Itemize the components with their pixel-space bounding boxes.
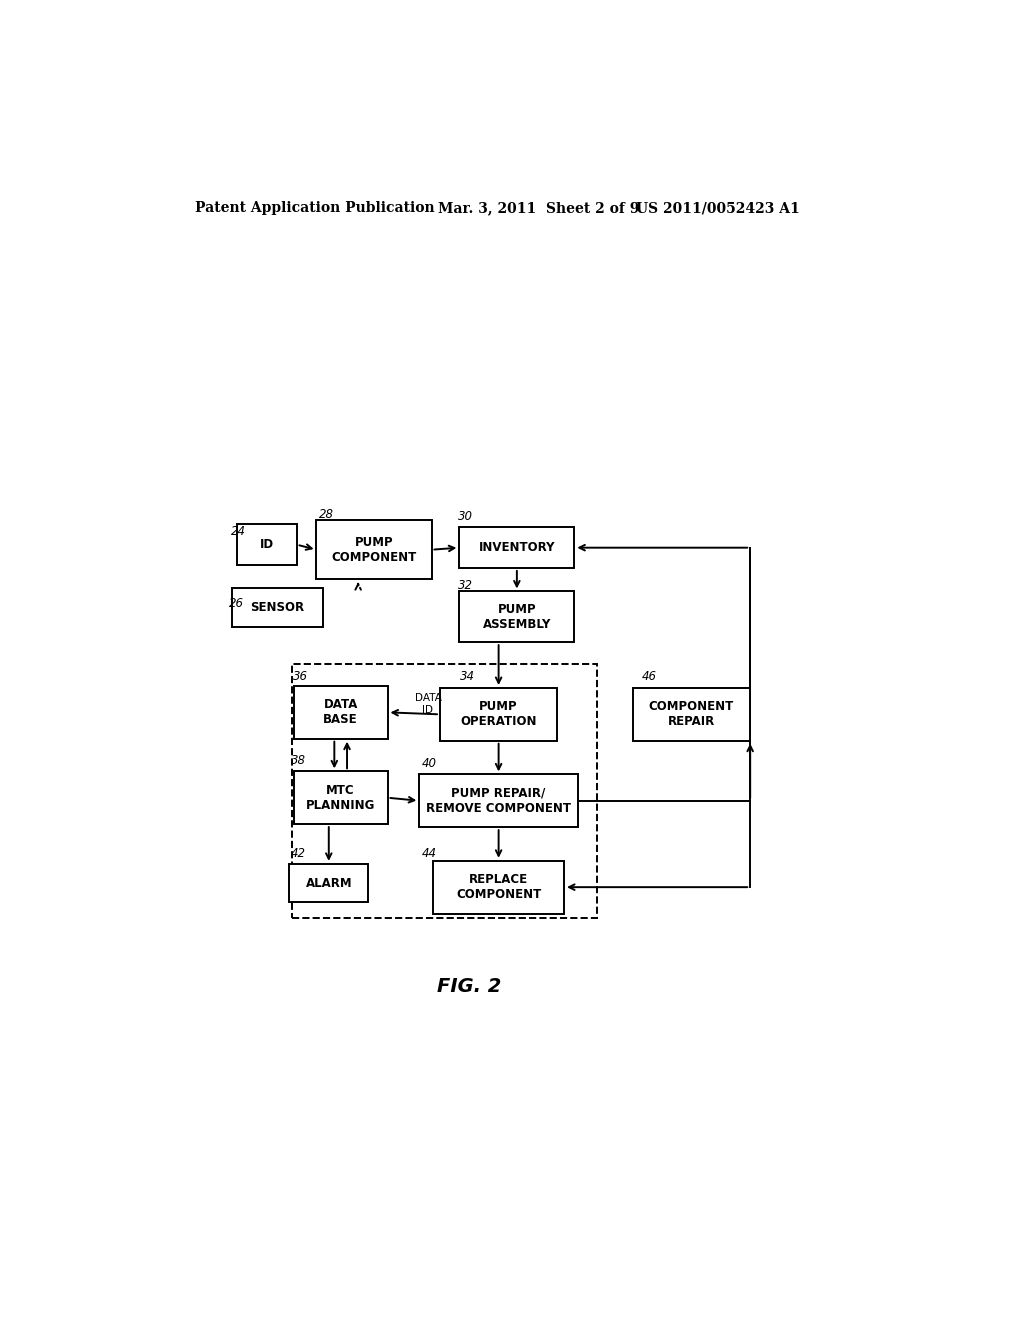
Bar bbox=[289, 863, 369, 903]
Bar bbox=[419, 775, 578, 828]
Text: Patent Application Publication: Patent Application Publication bbox=[196, 201, 435, 215]
Text: PUMP
OPERATION: PUMP OPERATION bbox=[461, 701, 537, 729]
Text: 36: 36 bbox=[293, 671, 308, 684]
Text: ALARM: ALARM bbox=[305, 876, 352, 890]
Text: INVENTORY: INVENTORY bbox=[478, 541, 555, 554]
Text: PUMP REPAIR/
REMOVE COMPONENT: PUMP REPAIR/ REMOVE COMPONENT bbox=[426, 787, 571, 814]
Text: 24: 24 bbox=[231, 525, 246, 539]
Text: COMPONENT
REPAIR: COMPONENT REPAIR bbox=[649, 701, 734, 729]
Bar bbox=[238, 524, 297, 565]
Text: 26: 26 bbox=[228, 597, 244, 610]
Text: 30: 30 bbox=[458, 510, 473, 523]
Text: 44: 44 bbox=[422, 847, 436, 861]
Text: Mar. 3, 2011  Sheet 2 of 9: Mar. 3, 2011 Sheet 2 of 9 bbox=[437, 201, 639, 215]
Bar bbox=[433, 861, 564, 913]
Text: REPLACE
COMPONENT: REPLACE COMPONENT bbox=[456, 873, 542, 902]
Bar bbox=[294, 771, 387, 824]
Text: 28: 28 bbox=[318, 508, 334, 520]
Text: FIG. 2: FIG. 2 bbox=[437, 977, 502, 997]
Text: 46: 46 bbox=[642, 671, 657, 684]
Bar bbox=[292, 664, 597, 917]
Text: 42: 42 bbox=[291, 847, 306, 861]
Text: 34: 34 bbox=[460, 671, 475, 684]
Bar bbox=[440, 688, 557, 741]
Bar bbox=[460, 528, 574, 568]
Text: PUMP
ASSEMBLY: PUMP ASSEMBLY bbox=[482, 603, 551, 631]
Text: MTC
PLANNING: MTC PLANNING bbox=[306, 784, 376, 812]
Text: PUMP
COMPONENT: PUMP COMPONENT bbox=[332, 536, 417, 564]
Text: 38: 38 bbox=[291, 754, 306, 767]
Text: 32: 32 bbox=[458, 578, 473, 591]
Text: ID: ID bbox=[260, 539, 274, 552]
Text: SENSOR: SENSOR bbox=[250, 601, 304, 614]
Bar bbox=[316, 520, 431, 579]
Bar bbox=[460, 591, 574, 643]
Text: US 2011/0052423 A1: US 2011/0052423 A1 bbox=[636, 201, 800, 215]
Text: 40: 40 bbox=[422, 756, 436, 770]
Bar bbox=[231, 589, 323, 627]
Bar bbox=[294, 686, 387, 739]
Text: DATA
ID: DATA ID bbox=[415, 693, 441, 715]
Bar bbox=[633, 688, 751, 741]
Text: DATA
BASE: DATA BASE bbox=[324, 698, 358, 726]
